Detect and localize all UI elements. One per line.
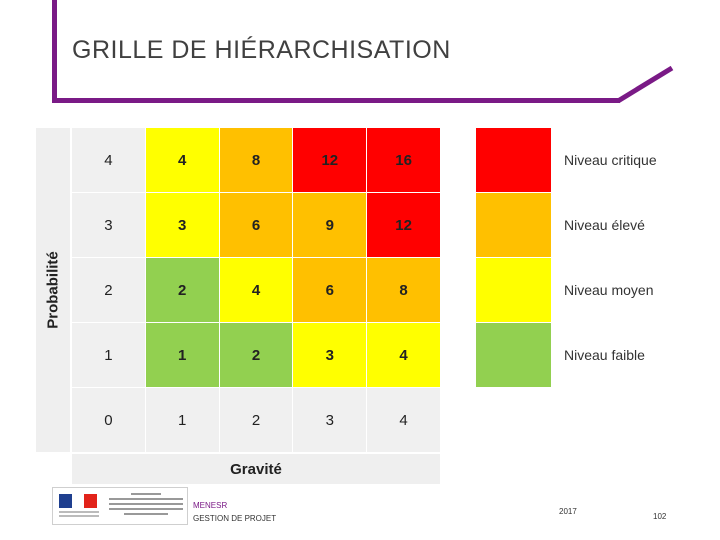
footer-subtitle: GESTION DE PROJET — [193, 514, 277, 523]
risk-score-cell: 3 — [293, 323, 367, 387]
gravity-level-cell: 2 — [219, 388, 293, 452]
footer-year: 2017 — [559, 507, 577, 516]
logo-motto-lines — [59, 511, 99, 519]
title-frame-corner — [616, 65, 674, 104]
legend-item: Niveau faible — [476, 323, 696, 387]
legend-label: Niveau moyen — [564, 282, 654, 298]
legend-item: Niveau élevé — [476, 193, 696, 257]
page-number: 102 — [653, 512, 667, 521]
probability-level-cell: 4 — [72, 128, 145, 192]
probability-level-cell: 3 — [72, 193, 145, 257]
risk-score-cell: 16 — [367, 128, 440, 192]
legend-label: Niveau élevé — [564, 217, 645, 233]
x-axis-label: Gravité — [230, 460, 282, 478]
probability-level-cell: 1 — [72, 323, 145, 387]
risk-score-cell: 4 — [367, 323, 440, 387]
legend-swatch — [476, 128, 551, 192]
risk-score-cell: 6 — [219, 193, 293, 257]
risk-score-cell: 6 — [293, 258, 367, 322]
footer-organization: MENESR — [193, 501, 228, 510]
risk-score-cell: 12 — [293, 128, 367, 192]
legend-swatch — [476, 193, 551, 257]
legend-label: Niveau critique — [564, 152, 657, 168]
risk-score-cell: 4 — [145, 128, 219, 192]
probability-level-cell: 0 — [72, 388, 145, 452]
risk-score-cell: 12 — [367, 193, 440, 257]
risk-score-cell: 2 — [219, 323, 293, 387]
title-frame-left-border — [52, 0, 57, 103]
legend-swatch — [476, 323, 551, 387]
logo-ministry-name-lines — [109, 493, 183, 518]
risk-score-cell: 8 — [367, 258, 440, 322]
risk-matrix-grid: 4 4 8 12 16 3 3 6 9 12 2 2 4 6 8 1 1 2 3 4 0 1 2 3 4 — [72, 128, 440, 452]
gravity-level-cell: 1 — [145, 388, 219, 452]
gravity-level-cell: 4 — [367, 388, 440, 452]
legend-swatch — [476, 258, 551, 322]
risk-score-cell: 1 — [145, 323, 219, 387]
risk-score-cell: 8 — [219, 128, 293, 192]
risk-level-legend: Niveau critique Niveau élevé Niveau moyen N… — [476, 128, 696, 388]
y-axis-label: Probabilité — [44, 251, 62, 329]
x-axis-label-box: Gravité — [72, 454, 440, 484]
probability-level-cell: 2 — [72, 258, 145, 322]
ministry-logo — [52, 487, 188, 525]
title-frame-bottom-border — [52, 98, 620, 103]
slide-title: GRILLE DE HIÉRARCHISATION — [72, 36, 451, 64]
y-axis-label-box — [36, 128, 70, 452]
risk-score-cell: 3 — [145, 193, 219, 257]
risk-score-cell: 4 — [219, 258, 293, 322]
risk-score-cell: 2 — [145, 258, 219, 322]
french-flag-icon — [59, 494, 98, 508]
gravity-level-cell: 3 — [293, 388, 367, 452]
legend-item: Niveau moyen — [476, 258, 696, 322]
risk-score-cell: 9 — [293, 193, 367, 257]
legend-label: Niveau faible — [564, 347, 645, 363]
legend-item: Niveau critique — [476, 128, 696, 192]
